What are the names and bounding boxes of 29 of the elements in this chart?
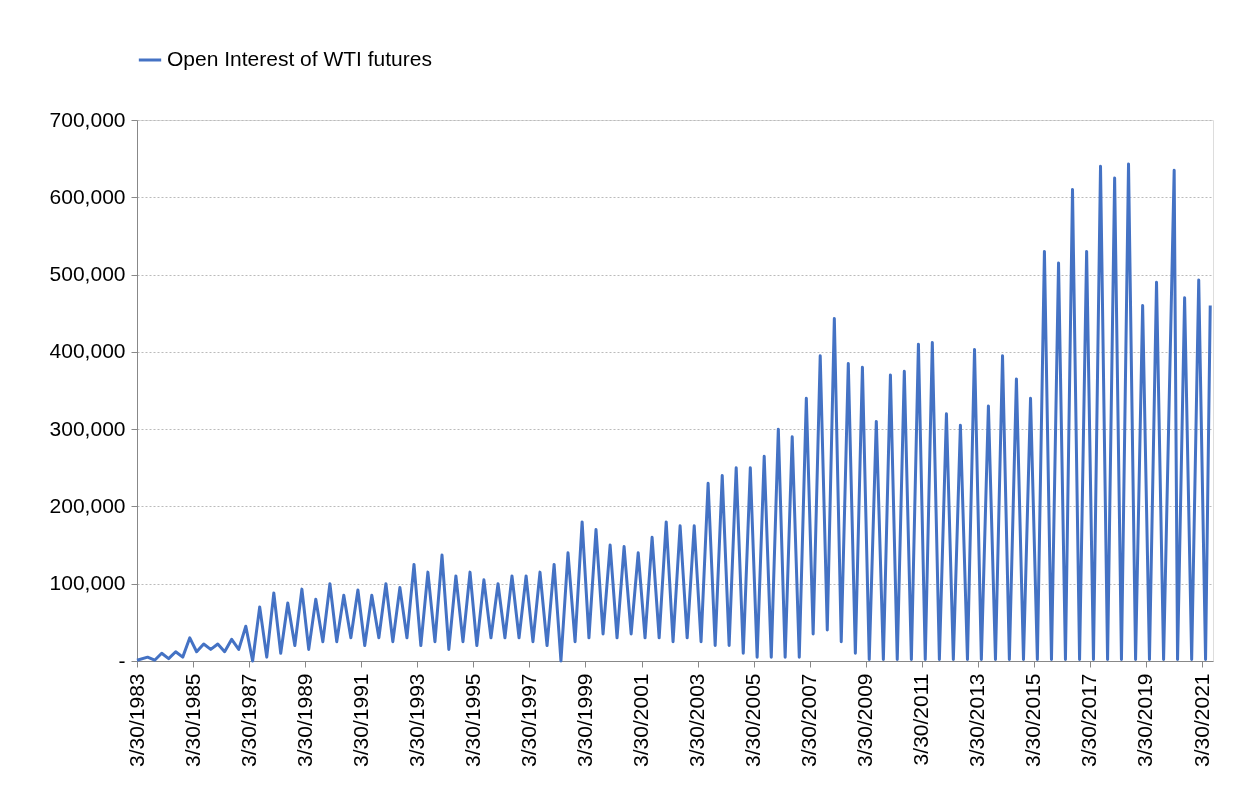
x-tick-label: 3/30/2009 — [853, 673, 877, 767]
y-tick-label: 400,000 — [49, 339, 126, 363]
x-tick-label: 3/30/1999 — [572, 673, 596, 767]
y-tick-label: 700,000 — [49, 107, 126, 131]
y-tick-label: 600,000 — [49, 184, 126, 208]
x-tick-label: 3/30/2001 — [629, 673, 653, 767]
legend-label: Open Interest of WTI futures — [167, 47, 432, 70]
x-tick-label: 3/30/1993 — [404, 673, 428, 767]
x-tick-label: 3/30/2017 — [1077, 673, 1101, 767]
x-tick-label: 3/30/1995 — [460, 673, 484, 767]
y-tick-label: 200,000 — [49, 493, 126, 517]
x-tick-label: 3/30/1997 — [516, 673, 540, 767]
x-tick-label: 3/30/1991 — [348, 673, 372, 767]
x-tick-label: 3/30/2005 — [741, 673, 765, 767]
x-tick-label: 3/30/2011 — [909, 673, 933, 766]
y-tick-label: - — [118, 648, 126, 672]
x-tick-label: 3/30/1987 — [236, 673, 260, 767]
x-tick-label: 3/30/2015 — [1021, 673, 1045, 767]
y-tick-label: 100,000 — [49, 571, 126, 595]
y-tick-label: 500,000 — [49, 262, 126, 286]
x-tick-label: 3/30/2007 — [797, 673, 821, 767]
x-tick-label: 3/30/2021 — [1189, 673, 1213, 767]
x-tick-label: 3/30/2019 — [1133, 673, 1157, 767]
y-tick-label: 300,000 — [49, 416, 126, 440]
x-tick-label: 3/30/1989 — [292, 673, 316, 767]
x-tick-label: 3/30/2013 — [965, 673, 989, 767]
x-tick-label: 3/30/1985 — [180, 673, 204, 767]
x-tick-label: 3/30/1983 — [124, 673, 148, 767]
x-tick-label: 3/30/2003 — [685, 673, 709, 767]
